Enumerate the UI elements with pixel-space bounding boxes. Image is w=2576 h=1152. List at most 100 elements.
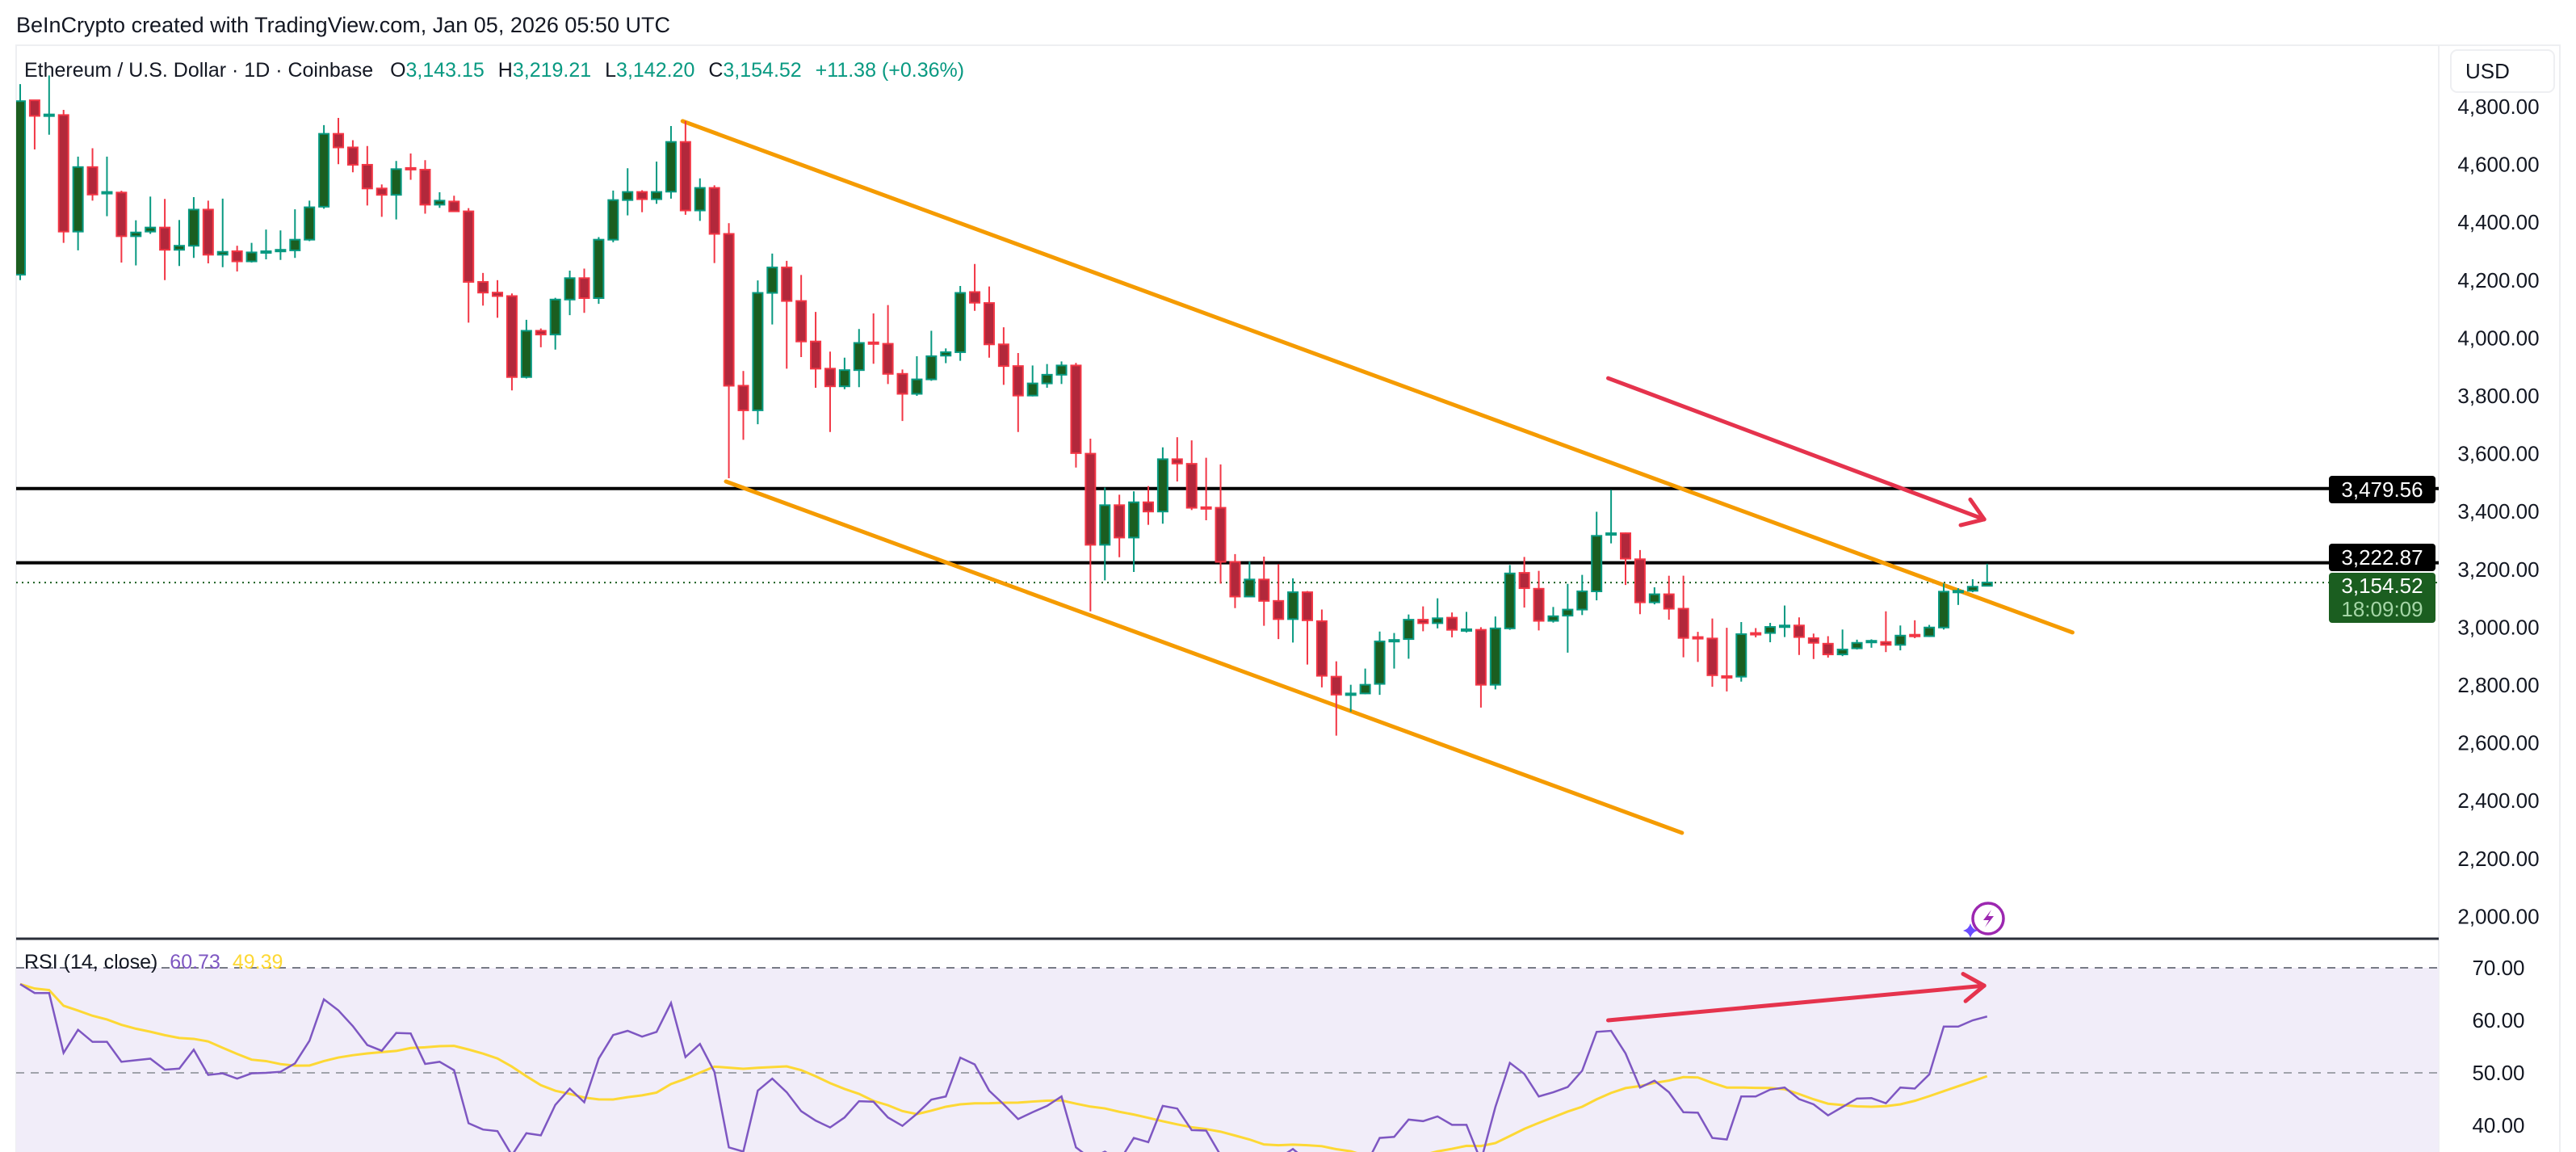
candle[interactable] [1041, 364, 1053, 388]
candle[interactable] [1562, 583, 1574, 653]
candle[interactable] [1215, 464, 1227, 584]
channel-lower-line[interactable] [724, 479, 1684, 835]
candle[interactable] [231, 246, 243, 272]
candle[interactable] [1750, 628, 1762, 637]
candle[interactable] [578, 268, 590, 313]
candle[interactable] [954, 285, 967, 361]
candle[interactable] [390, 161, 402, 220]
candle[interactable] [1894, 625, 1907, 651]
candle[interactable] [304, 200, 316, 242]
candle[interactable] [795, 275, 808, 358]
candle[interactable] [1099, 487, 1111, 581]
candle[interactable] [1836, 629, 1848, 657]
candle[interactable] [1156, 447, 1168, 524]
candle[interactable] [1055, 361, 1068, 385]
candle[interactable] [1128, 491, 1140, 573]
candle[interactable] [1026, 365, 1038, 397]
candle[interactable] [1070, 363, 1082, 468]
candle[interactable] [636, 190, 648, 212]
candle[interactable] [289, 209, 301, 259]
candle[interactable] [911, 355, 923, 396]
candle[interactable] [1677, 575, 1689, 658]
candle[interactable] [434, 191, 446, 208]
candle[interactable] [708, 185, 720, 263]
candle[interactable] [997, 327, 1009, 385]
candle[interactable] [1706, 618, 1718, 687]
rsi-trend-arrow[interactable] [1606, 972, 1987, 1023]
candle[interactable] [57, 109, 69, 243]
candle[interactable] [1258, 557, 1270, 626]
candle[interactable] [375, 184, 388, 217]
candle[interactable] [564, 270, 576, 316]
candle[interactable] [1576, 574, 1588, 616]
candle[interactable] [15, 84, 26, 280]
candle[interactable] [1114, 494, 1126, 557]
candle[interactable] [1764, 623, 1777, 643]
candle[interactable] [810, 312, 822, 388]
candle[interactable] [1591, 511, 1603, 601]
candle[interactable] [1735, 621, 1747, 682]
candle[interactable] [405, 153, 417, 180]
candle[interactable] [1229, 553, 1241, 608]
currency-button-label[interactable]: USD [2465, 59, 2510, 83]
candle[interactable] [1489, 616, 1501, 690]
candle[interactable] [130, 220, 142, 266]
candle[interactable] [1547, 607, 1559, 623]
candle[interactable] [665, 125, 677, 199]
candle[interactable] [1909, 620, 1921, 639]
candle[interactable] [159, 199, 171, 280]
currency-button-bg[interactable] [2450, 49, 2555, 93]
candle[interactable] [1924, 624, 1936, 637]
candle[interactable] [1475, 627, 1487, 708]
candle[interactable] [1981, 563, 1993, 587]
candle[interactable] [1663, 575, 1675, 620]
candle[interactable] [1779, 605, 1791, 637]
candle[interactable] [1085, 438, 1097, 612]
candle[interactable] [882, 305, 894, 385]
candle[interactable] [549, 297, 561, 350]
candle[interactable] [520, 319, 532, 379]
candle[interactable] [679, 120, 691, 215]
candle[interactable] [1330, 661, 1342, 736]
candle[interactable] [1938, 583, 1950, 630]
candle[interactable] [651, 162, 663, 204]
candle[interactable] [346, 140, 359, 173]
candle[interactable] [506, 293, 518, 391]
candle[interactable] [187, 197, 199, 259]
candle[interactable] [766, 253, 778, 325]
candle[interactable] [101, 156, 113, 217]
candle[interactable] [1966, 578, 1978, 593]
price-pane[interactable] [15, 75, 2439, 835]
candle[interactable] [1504, 565, 1516, 630]
candle[interactable] [1200, 457, 1212, 520]
candle[interactable] [535, 328, 547, 347]
candle[interactable] [853, 329, 865, 388]
candle[interactable] [896, 369, 908, 422]
candle[interactable] [1518, 557, 1530, 608]
candle[interactable] [463, 208, 475, 323]
candle[interactable] [1142, 486, 1154, 525]
candle[interactable] [781, 260, 793, 369]
candle[interactable] [1359, 668, 1371, 695]
candle[interactable] [1403, 614, 1415, 659]
candle[interactable] [318, 124, 330, 209]
candle[interactable] [1952, 588, 1964, 605]
channel-upper-line[interactable] [680, 119, 2075, 635]
candle[interactable] [1301, 591, 1313, 665]
candle[interactable] [940, 348, 952, 364]
candle[interactable] [737, 371, 749, 440]
candle[interactable] [867, 313, 879, 364]
candle[interactable] [838, 357, 850, 389]
candle[interactable] [115, 191, 128, 263]
candle[interactable] [622, 168, 634, 216]
candle[interactable] [28, 99, 40, 149]
candle[interactable] [1807, 633, 1819, 659]
candle[interactable] [607, 190, 619, 242]
candle[interactable] [824, 351, 836, 432]
candle[interactable] [1417, 606, 1429, 632]
candle[interactable] [1692, 632, 1704, 662]
candle[interactable] [983, 286, 995, 358]
candle[interactable] [492, 280, 504, 318]
candle[interactable] [925, 330, 938, 381]
